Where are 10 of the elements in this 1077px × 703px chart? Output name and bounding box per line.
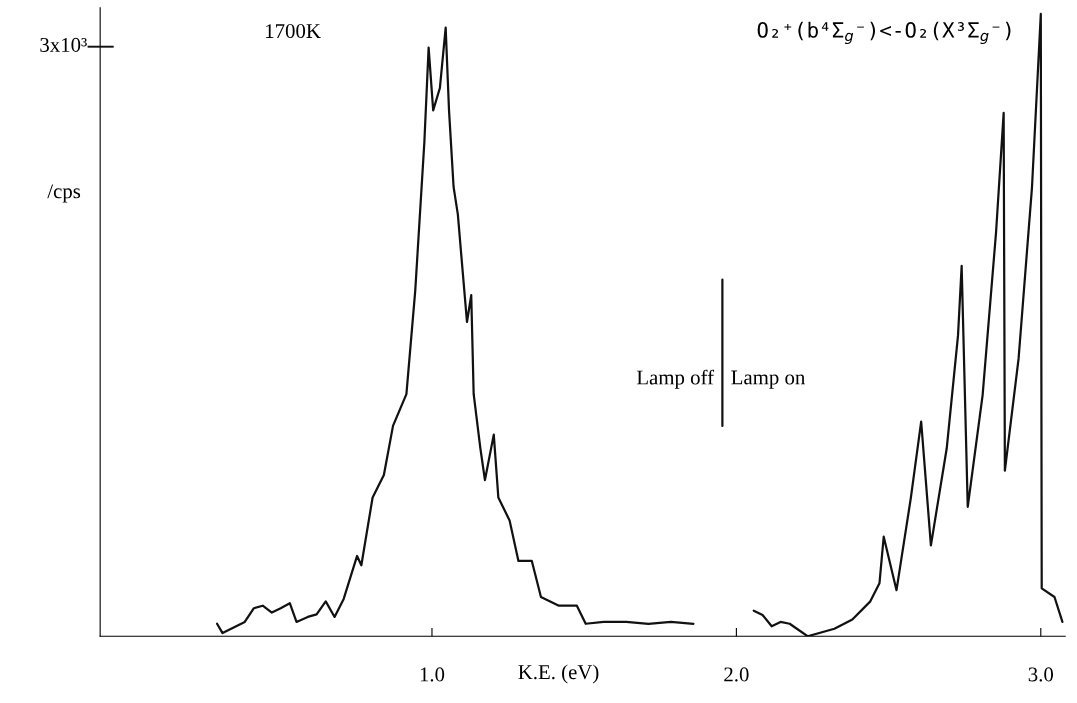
annotation: Lamp off xyxy=(636,369,715,389)
x-axis-title: K.E. (eV) xyxy=(518,664,599,684)
y-axis-title: /cps xyxy=(47,184,81,203)
text: 3x10³ xyxy=(40,37,87,52)
x-tick-label: 1.0 xyxy=(420,667,445,682)
chart-title: O₂⁺(b⁴Σ$_{g}$⁻)<-O₂(X³Σ$_{g}$⁻) xyxy=(757,21,1011,45)
annotation: 1700K xyxy=(266,24,321,39)
x-tick-label: 3.0 xyxy=(1028,667,1054,682)
annotation: Lamp on xyxy=(731,370,806,389)
x-tick-label: 2.0 xyxy=(724,667,749,682)
